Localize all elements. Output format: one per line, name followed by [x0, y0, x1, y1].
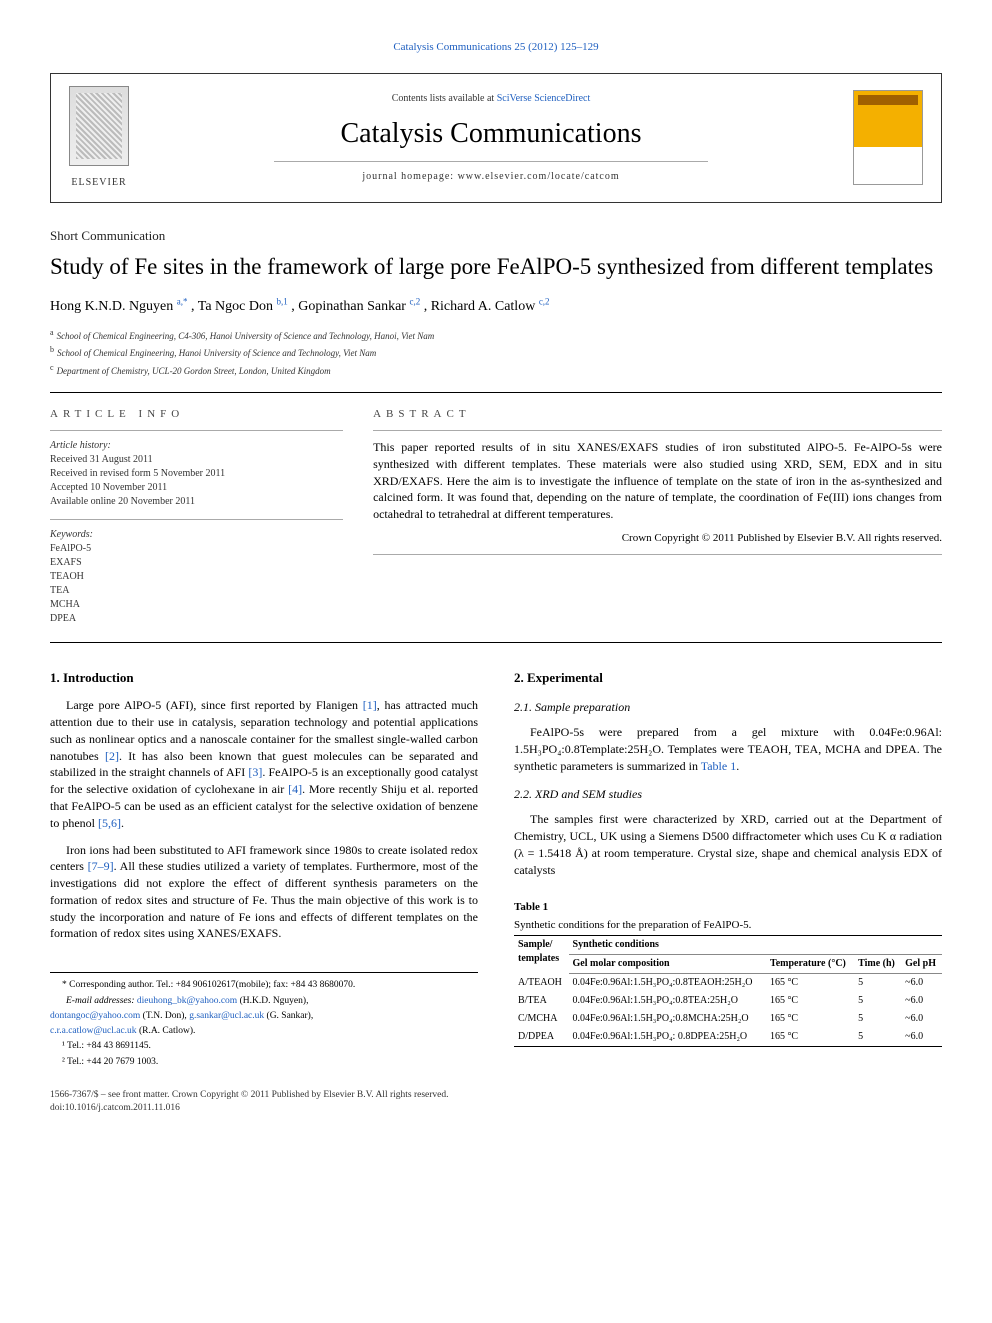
table-header: Synthetic conditions — [569, 936, 942, 955]
author: Hong K.N.D. Nguyen a,* — [50, 299, 188, 314]
contents-lists-line: Contents lists available at SciVerse Sci… — [129, 92, 853, 106]
table-caption: Synthetic conditions for the preparation… — [514, 918, 942, 933]
header-center: Contents lists available at SciVerse Sci… — [129, 92, 853, 184]
footnotes: * Corresponding author. Tel.: +84 906102… — [50, 972, 478, 1069]
subsection-heading: 2.2. XRD and SEM studies — [514, 786, 942, 803]
phone-note: ² Tel.: +44 20 7679 1003. — [50, 1056, 478, 1069]
citation-link[interactable]: [1] — [363, 698, 377, 712]
citation-link[interactable]: [4] — [288, 782, 302, 796]
divider — [274, 161, 708, 162]
sciencedirect-link[interactable]: SciVerse ScienceDirect — [497, 93, 591, 104]
issn-copyright: 1566-7367/$ – see front matter. Crown Co… — [50, 1089, 942, 1102]
table-link[interactable]: Table 1 — [701, 759, 736, 773]
citation-link[interactable]: [5,6] — [98, 816, 121, 830]
affiliations: aSchool of Chemical Engineering, C4-306,… — [50, 327, 942, 378]
table-header: Temperature (°C) — [766, 955, 854, 974]
divider — [50, 519, 343, 520]
article-info-column: ARTICLE INFO Article history: Received 3… — [50, 407, 343, 636]
email-link[interactable]: c.r.a.catlow@ucl.ac.uk — [50, 1026, 137, 1036]
table-label: Table 1 — [514, 900, 942, 915]
email-link[interactable]: dontangoc@yahoo.com — [50, 1011, 140, 1021]
affiliation: bSchool of Chemical Engineering, Hanoi U… — [50, 344, 942, 360]
table-header: Sample/ templates — [514, 936, 569, 974]
abstract-text: This paper reported results of in situ X… — [373, 439, 942, 523]
keywords-block: Keywords: FeAlPO-5 EXAFS TEAOH TEA MCHA … — [50, 528, 343, 626]
author: , Ta Ngoc Don b,1 — [191, 299, 288, 314]
elsevier-tree-icon — [69, 86, 129, 166]
journal-header-box: ELSEVIER Contents lists available at Sci… — [50, 73, 942, 202]
left-column: 1. Introduction Large pore AlPO-5 (AFI),… — [50, 669, 478, 1071]
section-heading: 2. Experimental — [514, 669, 942, 687]
table-header: Time (h) — [854, 955, 901, 974]
journal-homepage: journal homepage: www.elsevier.com/locat… — [129, 170, 853, 184]
footer-meta: 1566-7367/$ – see front matter. Crown Co… — [50, 1089, 942, 1116]
citation-link[interactable]: [2] — [105, 749, 119, 763]
divider — [50, 642, 942, 643]
table-row: A/TEAOH0.04Fe:0.96Al:1.5H₃PO₄:0.8TEAOH:2… — [514, 974, 942, 993]
table-header: Gel pH — [901, 955, 942, 974]
paragraph: Iron ions had been substituted to AFI fr… — [50, 842, 478, 943]
right-column: 2. Experimental 2.1. Sample preparation … — [514, 669, 942, 1071]
table-row: D/DPEA0.04Fe:0.96Al:1.5H₃PO₄: 0.8DPEA:25… — [514, 1028, 942, 1047]
subsection-heading: 2.1. Sample preparation — [514, 699, 942, 716]
author-list: Hong K.N.D. Nguyen a,* , Ta Ngoc Don b,1… — [50, 296, 942, 317]
affiliation: cDepartment of Chemistry, UCL-20 Gordon … — [50, 362, 942, 378]
affiliation: aSchool of Chemical Engineering, C4-306,… — [50, 327, 942, 343]
divider — [50, 392, 942, 393]
body-columns: 1. Introduction Large pore AlPO-5 (AFI),… — [50, 669, 942, 1071]
paragraph: Large pore AlPO-5 (AFI), since first rep… — [50, 697, 478, 831]
article-title: Study of Fe sites in the framework of la… — [50, 253, 942, 282]
info-abstract-row: ARTICLE INFO Article history: Received 3… — [50, 407, 942, 636]
elsevier-logo-block: ELSEVIER — [69, 86, 129, 189]
author: , Gopinathan Sankar c,2 — [291, 299, 420, 314]
email-link[interactable]: g.sankar@ucl.ac.uk — [189, 1011, 264, 1021]
table1-block: Table 1 Synthetic conditions for the pre… — [514, 900, 942, 1047]
table1: Sample/ templates Synthetic conditions G… — [514, 935, 942, 1047]
corresponding-author-note: * Corresponding author. Tel.: +84 906102… — [50, 979, 478, 992]
journal-citation[interactable]: Catalysis Communications 25 (2012) 125–1… — [50, 40, 942, 55]
email-link[interactable]: dieuhong_bk@yahoo.com — [137, 996, 237, 1006]
article-history: Article history: Received 31 August 2011… — [50, 439, 343, 509]
citation-link[interactable]: [7–9] — [88, 859, 114, 873]
citation-link[interactable]: [3] — [248, 765, 262, 779]
divider — [373, 430, 942, 431]
article-info-heading: ARTICLE INFO — [50, 407, 343, 422]
abstract-copyright: Crown Copyright © 2011 Published by Else… — [373, 531, 942, 546]
divider — [50, 430, 343, 431]
journal-cover-thumbnail — [853, 90, 923, 185]
journal-name: Catalysis Communications — [129, 114, 853, 153]
table-row: C/MCHA0.04Fe:0.96Al:1.5H₃PO₄:0.8MCHA:25H… — [514, 1010, 942, 1028]
abstract-column: ABSTRACT This paper reported results of … — [373, 407, 942, 636]
author: , Richard A. Catlow c,2 — [424, 299, 550, 314]
email-addresses: E-mail addresses: dieuhong_bk@yahoo.com … — [50, 995, 478, 1008]
abstract-heading: ABSTRACT — [373, 407, 942, 422]
paragraph: FeAlPO-5s were prepared from a gel mixtu… — [514, 724, 942, 774]
article-type: Short Communication — [50, 227, 942, 245]
phone-note: ¹ Tel.: +84 43 8691145. — [50, 1040, 478, 1053]
doi: doi:10.1016/j.catcom.2011.11.016 — [50, 1102, 942, 1115]
section-heading: 1. Introduction — [50, 669, 478, 687]
table-header: Gel molar composition — [569, 955, 766, 974]
elsevier-label: ELSEVIER — [69, 176, 129, 190]
paragraph: The samples first were characterized by … — [514, 811, 942, 878]
divider — [373, 554, 942, 555]
table-row: B/TEA0.04Fe:0.96Al:1.5H₃PO₄:0.8TEA:25H₂O… — [514, 992, 942, 1010]
